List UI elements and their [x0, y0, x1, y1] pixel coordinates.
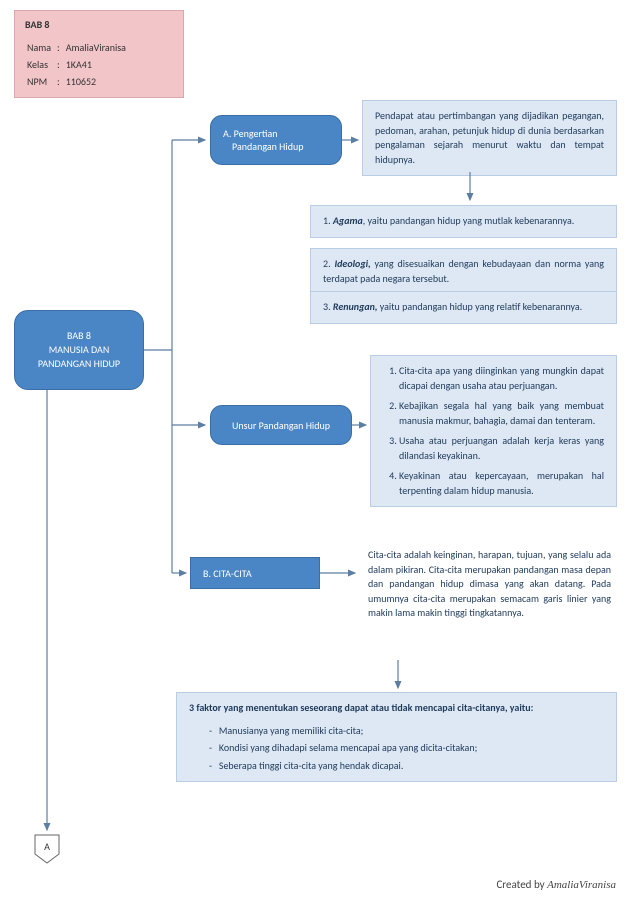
footer-credit: Created by AmaliaViranisa [496, 878, 616, 891]
node-a-pengertian: A. Pengertian Pandangan Hidup [210, 115, 342, 165]
root-node: BAB 8 MANUSIA DAN PANDANGAN HIDUP [14, 310, 144, 390]
offpage-connector: A [34, 834, 60, 864]
box-a-item-2: 2. Ideologi, yang disesuaikan dengan keb… [310, 248, 617, 295]
box-b-desc: Cita-cita adalah keinginan, harapan, tuj… [362, 548, 617, 621]
student-info-box: BAB 8 Nama:AmaliaViranisa Kelas:1KA41 NP… [14, 10, 184, 98]
chapter-label: BAB 8 [25, 17, 173, 32]
node-b-citacita: B. CITA-CITA [190, 557, 320, 589]
box-a-item-3: 3. Renungan, yaitu pandangan hidup yang … [310, 291, 617, 324]
svg-text:A: A [44, 840, 50, 853]
box-a-item-1: 1. Agama, yaitu pandangan hidup yang mut… [310, 205, 617, 238]
box-a-desc: Pendapat atau pertimbangan yang dijadika… [362, 100, 617, 176]
box-factors: 3 faktor yang menentukan seseorang dapat… [176, 692, 617, 782]
node-unsur: Unsur Pandangan Hidup [210, 405, 352, 445]
info-table: Nama:AmaliaViranisa Kelas:1KA41 NPM:1106… [25, 38, 132, 91]
box-unsur-list: Cita-cita apa yang diinginkan yang mungk… [370, 355, 617, 507]
